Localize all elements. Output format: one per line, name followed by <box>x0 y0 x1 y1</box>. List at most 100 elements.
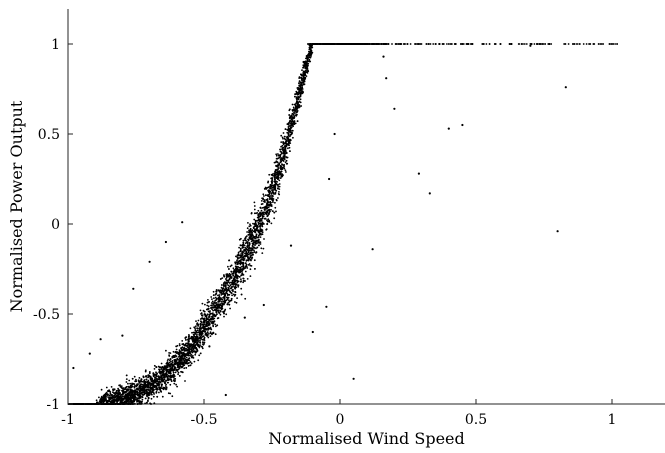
scatter-point <box>239 266 242 269</box>
scatter-point <box>275 154 278 157</box>
scatter-point <box>234 301 236 303</box>
scatter-point <box>145 390 148 393</box>
scatter-point <box>141 383 144 386</box>
scatter-point <box>258 233 261 236</box>
scatter-point <box>329 43 332 45</box>
scatter-point <box>178 344 181 347</box>
scatter-point <box>116 403 119 405</box>
scatter-point <box>297 102 299 104</box>
scatter-point <box>232 293 235 296</box>
scatter-point <box>579 43 581 45</box>
scatter-point <box>273 176 276 179</box>
scatter-point <box>155 373 157 376</box>
scatter-point <box>208 332 210 335</box>
scatter-point <box>112 388 114 391</box>
scatter-point <box>215 314 217 317</box>
scatter-point <box>213 320 216 323</box>
scatter-point <box>249 234 252 237</box>
scatter-point <box>248 244 251 247</box>
scatter-point <box>268 191 270 193</box>
scatter-point <box>164 382 166 385</box>
scatter-point <box>188 334 190 336</box>
scatter-point <box>240 278 242 281</box>
scatter-point <box>582 43 585 45</box>
scatter-point <box>260 209 263 212</box>
scatter-point <box>448 43 450 45</box>
scatter-point <box>174 371 177 374</box>
scatter-point <box>278 193 281 196</box>
scatter-point <box>100 388 103 391</box>
scatter-point <box>415 43 417 45</box>
scatter-point <box>245 254 248 257</box>
scatter-point <box>157 375 160 378</box>
scatter-point <box>129 382 132 385</box>
scatter-point <box>259 218 262 220</box>
scatter-point <box>277 167 280 169</box>
scatter-point <box>189 364 192 367</box>
scatter-point <box>221 300 223 303</box>
scatter-point <box>211 332 214 335</box>
scatter-point <box>94 403 96 405</box>
scatter-point <box>277 185 280 188</box>
scatter-point <box>249 252 252 255</box>
scatter-point <box>236 259 238 262</box>
scatter-point <box>327 43 330 45</box>
scatter-point <box>281 158 283 161</box>
scatter-point <box>133 400 135 403</box>
scatter-point <box>237 265 239 268</box>
scatter-point <box>95 399 98 402</box>
scatter-point <box>588 43 590 45</box>
scatter-point <box>270 193 273 195</box>
scatter-point <box>308 58 311 61</box>
scatter-point <box>209 332 212 335</box>
scatter-point <box>233 280 236 283</box>
scatter-point <box>387 43 390 45</box>
scatter-point <box>241 258 244 261</box>
scatter-point <box>187 349 190 351</box>
scatter-point <box>249 237 252 240</box>
scatter-point <box>199 324 202 327</box>
scatter-point <box>206 304 209 307</box>
scatter-point <box>228 300 231 303</box>
scatter-point <box>230 297 233 300</box>
scatter-point <box>255 212 257 215</box>
scatter-point <box>234 293 237 296</box>
scatter-point <box>194 353 197 356</box>
scatter-point <box>236 281 239 284</box>
scatter-point <box>133 390 136 392</box>
scatter-point <box>297 93 300 96</box>
scatter-point <box>232 267 235 270</box>
scatter-point <box>150 391 153 394</box>
scatter-point <box>281 163 284 166</box>
scatter-point <box>600 43 603 45</box>
scatter-point <box>181 340 184 342</box>
scatter-point <box>203 339 206 341</box>
scatter-point <box>294 122 297 125</box>
scatter-point <box>182 354 185 357</box>
scatter-point <box>303 80 306 83</box>
scatter-point <box>152 382 155 385</box>
scatter-point <box>282 132 285 134</box>
scatter-point <box>162 386 165 389</box>
scatter-point <box>228 303 231 306</box>
scatter-point <box>261 203 264 205</box>
scatter-point <box>162 388 165 391</box>
scatter-point <box>203 310 206 313</box>
scatter-point <box>370 43 373 45</box>
scatter-point <box>114 395 117 398</box>
scatter-point <box>185 353 187 356</box>
scatter-point <box>215 289 218 291</box>
scatter-point <box>279 155 282 158</box>
scatter-point <box>238 238 241 241</box>
scatter-point <box>300 81 303 84</box>
scatter-point <box>135 378 137 381</box>
scatter-point <box>144 370 147 373</box>
scatter-point <box>192 333 195 336</box>
scatter-point <box>269 200 272 203</box>
scatter-point <box>271 189 273 192</box>
scatter-point <box>181 355 184 358</box>
scatter-point <box>143 381 145 384</box>
scatter-point <box>267 181 269 184</box>
scatter-point <box>289 108 291 111</box>
scatter-point <box>215 303 218 306</box>
